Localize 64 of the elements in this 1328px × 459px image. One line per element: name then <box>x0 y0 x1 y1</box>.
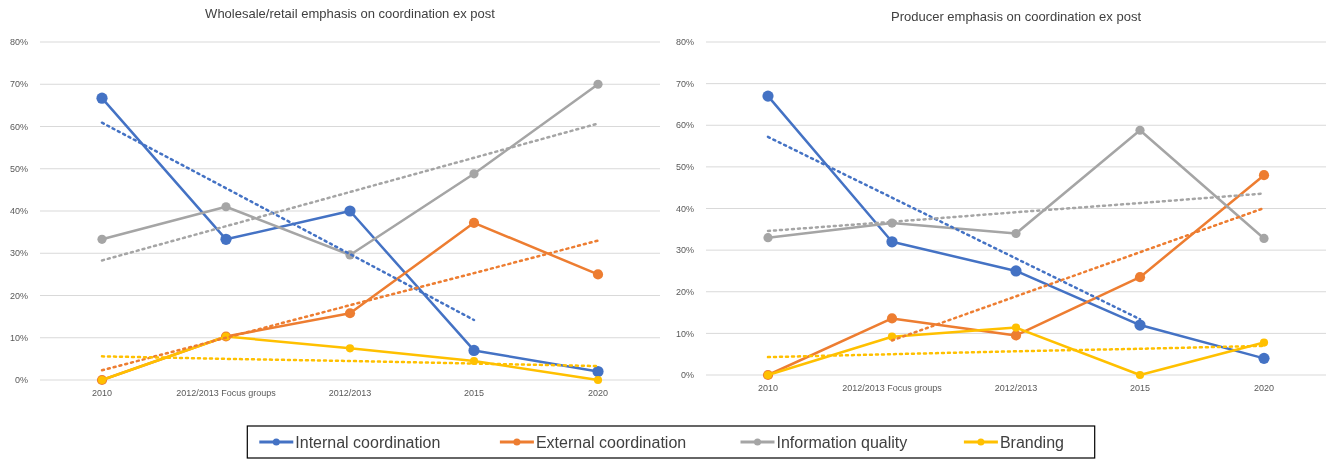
x-tick-label: 2015 <box>463 388 485 398</box>
point <box>469 169 479 179</box>
point <box>1135 125 1145 135</box>
y-tick-label: 10% <box>9 332 28 343</box>
chart-title: Producer emphasis on coordination ex post <box>890 9 1142 24</box>
point <box>763 233 773 243</box>
legend-label: Information quality <box>776 433 908 451</box>
point <box>221 202 231 212</box>
x-tick-label: 2010 <box>757 383 779 393</box>
point <box>1011 228 1021 239</box>
point <box>468 217 480 228</box>
y-tick-label: 70% <box>675 78 694 89</box>
point <box>886 313 898 324</box>
y-tick-label: 50% <box>675 162 694 173</box>
x-tick-label: 2020 <box>587 388 609 398</box>
point <box>1259 233 1269 244</box>
point <box>1258 170 1270 181</box>
legend-label: External coordination <box>535 433 687 451</box>
y-tick-label: 20% <box>675 286 694 297</box>
legend-label: Internal coordination <box>295 433 441 451</box>
x-tick-label: 2012/2013 <box>994 383 1038 393</box>
y-tick-label: 60% <box>675 120 694 131</box>
point <box>592 269 604 280</box>
y-tick-label: 70% <box>9 79 28 90</box>
x-tick-label: 2020 <box>1253 383 1275 393</box>
y-tick-label: 40% <box>675 203 694 214</box>
point <box>1134 319 1146 331</box>
point <box>468 344 480 357</box>
x-tick-label: 2010 <box>91 388 113 398</box>
point <box>344 308 356 319</box>
y-tick-label: 40% <box>9 206 28 217</box>
point <box>1010 265 1022 277</box>
y-tick-label: 50% <box>9 163 28 174</box>
y-tick-label: 80% <box>9 37 28 48</box>
y-tick-label: 0% <box>14 375 28 386</box>
y-tick-label: 30% <box>9 248 28 259</box>
point <box>1134 272 1146 283</box>
point <box>592 365 604 378</box>
x-tick-label: 2012/2013 Focus groups <box>176 388 277 398</box>
x-tick-label: 2012/2013 Focus groups <box>842 383 943 393</box>
point <box>1011 323 1021 332</box>
point <box>593 375 603 385</box>
point <box>344 205 356 217</box>
point <box>593 79 603 89</box>
y-tick-label: 60% <box>9 121 28 132</box>
point <box>762 90 774 102</box>
point <box>1259 338 1269 347</box>
point <box>220 233 232 245</box>
point <box>1010 330 1022 341</box>
point <box>1258 352 1270 364</box>
point <box>97 234 107 244</box>
point <box>886 236 898 248</box>
y-tick-label: 20% <box>9 290 28 301</box>
chart-title: Wholesale/retail emphasis on coordination ex post <box>205 6 496 21</box>
point <box>1135 370 1145 380</box>
point <box>345 344 355 353</box>
y-tick-label: 80% <box>675 37 694 48</box>
point <box>96 92 108 104</box>
y-tick-label: 30% <box>675 245 694 256</box>
y-tick-label: 0% <box>680 370 694 381</box>
x-tick-label: 2015 <box>1129 383 1151 393</box>
x-tick-label: 2012/2013 <box>328 388 372 398</box>
legend-label: Branding <box>999 433 1064 451</box>
y-tick-label: 10% <box>675 328 694 339</box>
